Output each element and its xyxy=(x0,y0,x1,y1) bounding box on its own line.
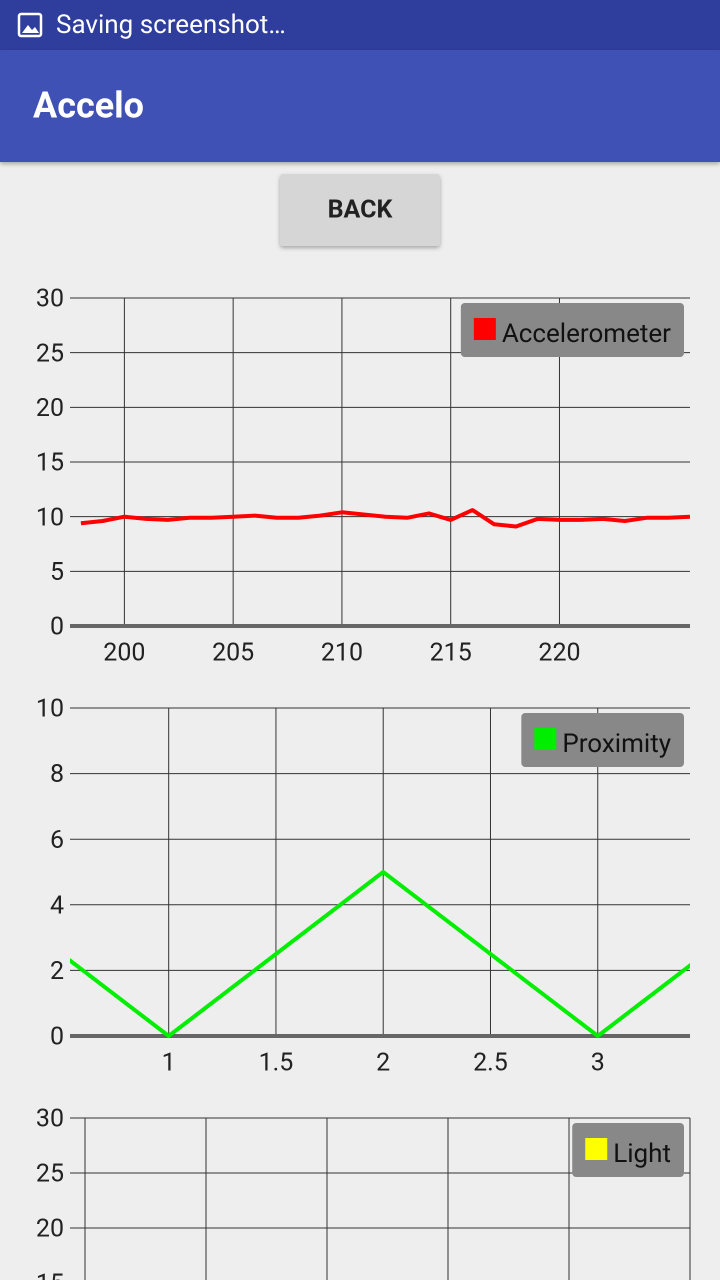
y-tick-label: 4 xyxy=(50,891,64,920)
series-line xyxy=(80,508,690,529)
x-tick-label: 3 xyxy=(591,1049,605,1078)
y-tick-label: 30 xyxy=(36,1105,64,1134)
y-tick-label: 8 xyxy=(50,760,64,789)
x-tick-label: 215 xyxy=(430,639,472,668)
legend: Accelerometer xyxy=(460,303,684,357)
legend-label: Light xyxy=(613,1139,671,1169)
y-tick-label: 5 xyxy=(50,558,64,587)
x-tick-label: 220 xyxy=(538,639,580,668)
series-line xyxy=(70,870,690,1038)
x-tick-label: 210 xyxy=(321,639,363,668)
y-tick-label: 10 xyxy=(36,695,64,724)
y-tick-label: 15 xyxy=(36,449,64,478)
legend-label: Accelerometer xyxy=(502,319,671,349)
y-tick-label: 6 xyxy=(50,826,64,855)
chart: 0 5 10 15 20 25 30 200 205 210 215 220 Accelerometer xyxy=(36,285,690,668)
y-tick-label: 0 xyxy=(50,1023,64,1052)
chart: 0 2 4 6 8 10 1 1.5 2 2.5 3 Proximity xyxy=(36,695,690,1078)
legend: Proximity xyxy=(521,713,684,767)
legend-bg xyxy=(460,303,684,357)
app-bar xyxy=(0,50,720,162)
chart: 15 20 25 30 Light xyxy=(36,1105,691,1280)
x-tick-label: 200 xyxy=(103,639,145,668)
status-icon xyxy=(17,12,43,38)
legend-label: Proximity xyxy=(562,729,671,759)
status-text: Saving screenshot… xyxy=(56,10,286,40)
x-tick-label: 2 xyxy=(376,1049,390,1078)
x-tick-label: 1.5 xyxy=(259,1049,294,1078)
y-tick-label: 25 xyxy=(36,339,64,368)
legend-swatch xyxy=(585,1138,608,1160)
y-tick-label: 20 xyxy=(36,394,64,423)
x-tick-label: 1 xyxy=(162,1049,176,1078)
y-tick-label: 15 xyxy=(36,1270,64,1280)
back-button[interactable]: BACK xyxy=(280,174,440,246)
x-tick-label: 2.5 xyxy=(473,1049,508,1078)
y-tick-label: 0 xyxy=(50,613,64,642)
y-tick-label: 10 xyxy=(36,503,64,532)
button-bg[interactable] xyxy=(280,174,440,246)
legend-bg xyxy=(521,713,684,767)
legend-swatch xyxy=(534,728,557,750)
y-tick-label: 25 xyxy=(36,1160,64,1189)
app-title: Accelo xyxy=(33,85,144,127)
status-bar xyxy=(0,0,720,50)
button-label[interactable]: BACK xyxy=(328,196,394,225)
y-tick-label: 20 xyxy=(36,1215,64,1244)
legend-swatch xyxy=(473,318,496,340)
y-tick-label: 2 xyxy=(50,957,64,986)
legend-bg xyxy=(572,1123,684,1177)
legend: Light xyxy=(572,1123,684,1177)
x-tick-label: 205 xyxy=(212,639,254,668)
y-tick-label: 30 xyxy=(36,285,64,314)
